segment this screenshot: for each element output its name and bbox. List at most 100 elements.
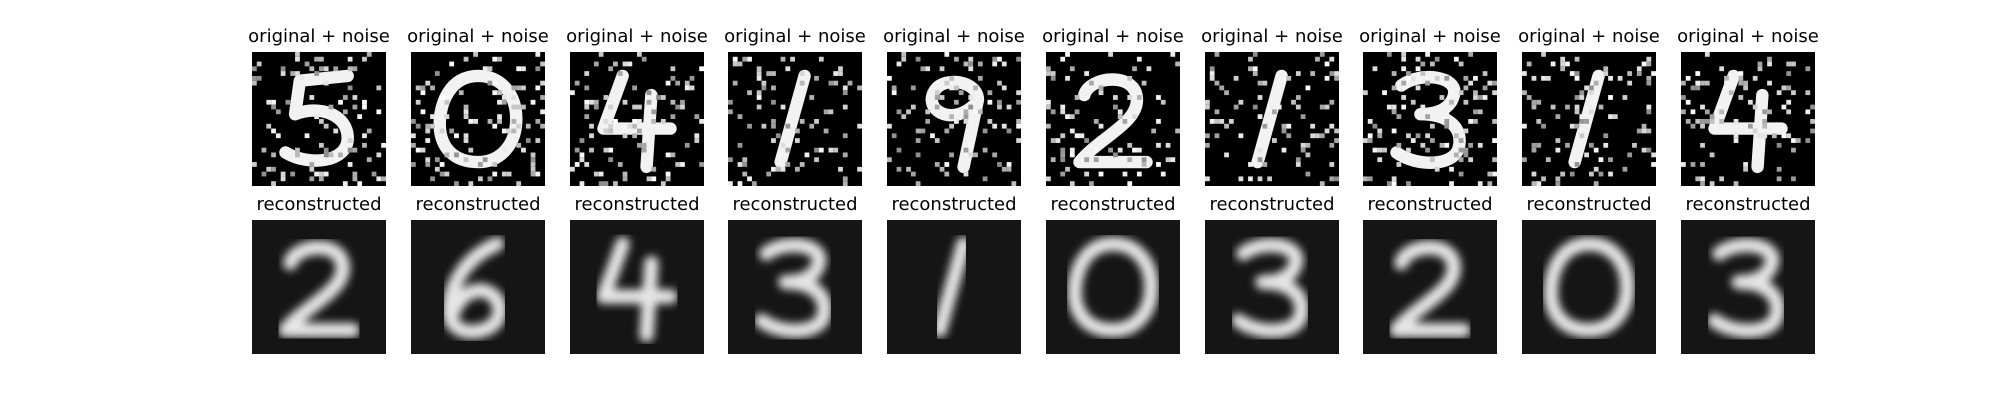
noise-pixel <box>319 172 324 177</box>
noise-pixel <box>1420 71 1425 76</box>
noise-pixel <box>1329 143 1334 148</box>
noise-pixel <box>1594 81 1599 86</box>
noise-pixel <box>266 167 271 172</box>
noise-pixel <box>1459 172 1464 177</box>
noise-pixel <box>651 176 656 181</box>
noise-pixel <box>357 114 362 119</box>
noise-pixel <box>497 57 502 62</box>
noise-pixel <box>1416 66 1421 71</box>
noise-pixel <box>1282 129 1287 134</box>
noise-pixel <box>1478 95 1483 100</box>
noise-pixel <box>1777 90 1782 95</box>
noise-pixel <box>1681 95 1686 100</box>
noise-pixel <box>747 57 752 62</box>
noise-pixel <box>671 76 676 81</box>
noise-pixel <box>988 100 993 105</box>
noise-pixel <box>1387 181 1392 186</box>
noise-pixel <box>618 71 623 76</box>
noise-pixel <box>608 148 613 153</box>
noise-pixel <box>1719 109 1724 114</box>
noise-pixel <box>978 76 983 81</box>
noise-pixel <box>309 176 314 181</box>
noise-pixel <box>1627 153 1632 158</box>
noise-pixel <box>531 162 536 167</box>
noise-pixel <box>1724 81 1729 86</box>
noise-pixel <box>1646 129 1651 134</box>
noise-pixel <box>747 90 752 95</box>
noise-pixel <box>1137 148 1142 153</box>
noise-pixel <box>1556 148 1561 153</box>
noise-pixel <box>1646 76 1651 81</box>
noise-pixel <box>531 157 536 162</box>
noise-pixel <box>1551 105 1556 110</box>
noise-pixel <box>1046 105 1051 110</box>
noise-pixel <box>1762 124 1767 129</box>
noise-pixel <box>997 162 1002 167</box>
noise-pixel <box>776 167 781 172</box>
noise-pixel <box>1444 143 1449 148</box>
noise-pixel <box>1637 71 1642 76</box>
noise-pixel <box>651 167 656 172</box>
noise-pixel <box>1473 90 1478 95</box>
noise-pixel <box>964 119 969 124</box>
noise-pixel <box>1651 162 1656 167</box>
noise-pixel <box>1334 71 1339 76</box>
noise-pixel <box>762 81 767 86</box>
noise-pixel <box>492 90 497 95</box>
noise-pixel <box>1291 100 1296 105</box>
digit-image-canvas <box>1681 52 1815 186</box>
noise-pixel <box>1401 52 1406 57</box>
noise-pixel <box>690 76 695 81</box>
noise-pixel <box>1743 81 1748 86</box>
noise-pixel <box>944 52 949 57</box>
noise-pixel <box>1464 76 1469 81</box>
noise-pixel <box>892 133 897 138</box>
noise-pixel <box>459 90 464 95</box>
noise-pixel <box>276 133 281 138</box>
noise-pixel <box>512 95 517 100</box>
noise-pixel <box>752 181 757 186</box>
noise-pixel <box>1777 167 1782 172</box>
noise-pixel <box>1459 157 1464 162</box>
noise-pixel <box>1464 86 1469 91</box>
noise-pixel <box>1724 76 1729 81</box>
noise-pixel <box>1310 124 1315 129</box>
noise-pixel <box>1272 109 1277 114</box>
reconstructed-digit-image <box>252 220 386 354</box>
noise-pixel <box>1468 52 1473 57</box>
noise-pixel <box>1016 90 1021 95</box>
noise-pixel <box>1127 95 1132 100</box>
noise-pixel <box>800 71 805 76</box>
noise-pixel <box>1810 129 1815 134</box>
noise-pixel <box>988 119 993 124</box>
noise-pixel <box>1767 109 1772 114</box>
noise-pixel <box>1705 81 1710 86</box>
noise-pixel <box>1137 172 1142 177</box>
noise-pixel <box>1325 76 1330 81</box>
noise-pixel <box>1011 181 1016 186</box>
noise-pixel <box>1584 153 1589 158</box>
noise-pixel <box>1444 119 1449 124</box>
digit-image-canvas <box>1522 220 1656 354</box>
noise-pixels <box>570 52 704 186</box>
noise-pixel <box>290 71 295 76</box>
noise-pixel <box>892 86 897 91</box>
noise-pixel <box>1734 119 1739 124</box>
noise-pixel <box>314 172 319 177</box>
noise-pixel <box>728 157 733 162</box>
noise-pixel <box>1642 148 1647 153</box>
noise-pixel <box>1392 181 1397 186</box>
noise-pixel <box>483 157 488 162</box>
noise-pixel <box>309 162 314 167</box>
noise-pixel <box>901 57 906 62</box>
noise-pixel <box>319 66 324 71</box>
noise-pixel <box>1258 114 1263 119</box>
noise-pixel <box>372 172 377 177</box>
noise-pixel <box>757 76 762 81</box>
noise-pixel <box>1060 153 1065 158</box>
noise-pixel <box>1613 114 1618 119</box>
noise-pixel <box>1492 81 1497 86</box>
noise-pixel <box>992 153 997 158</box>
noise-pixel <box>1734 138 1739 143</box>
noise-pixel <box>1248 66 1253 71</box>
